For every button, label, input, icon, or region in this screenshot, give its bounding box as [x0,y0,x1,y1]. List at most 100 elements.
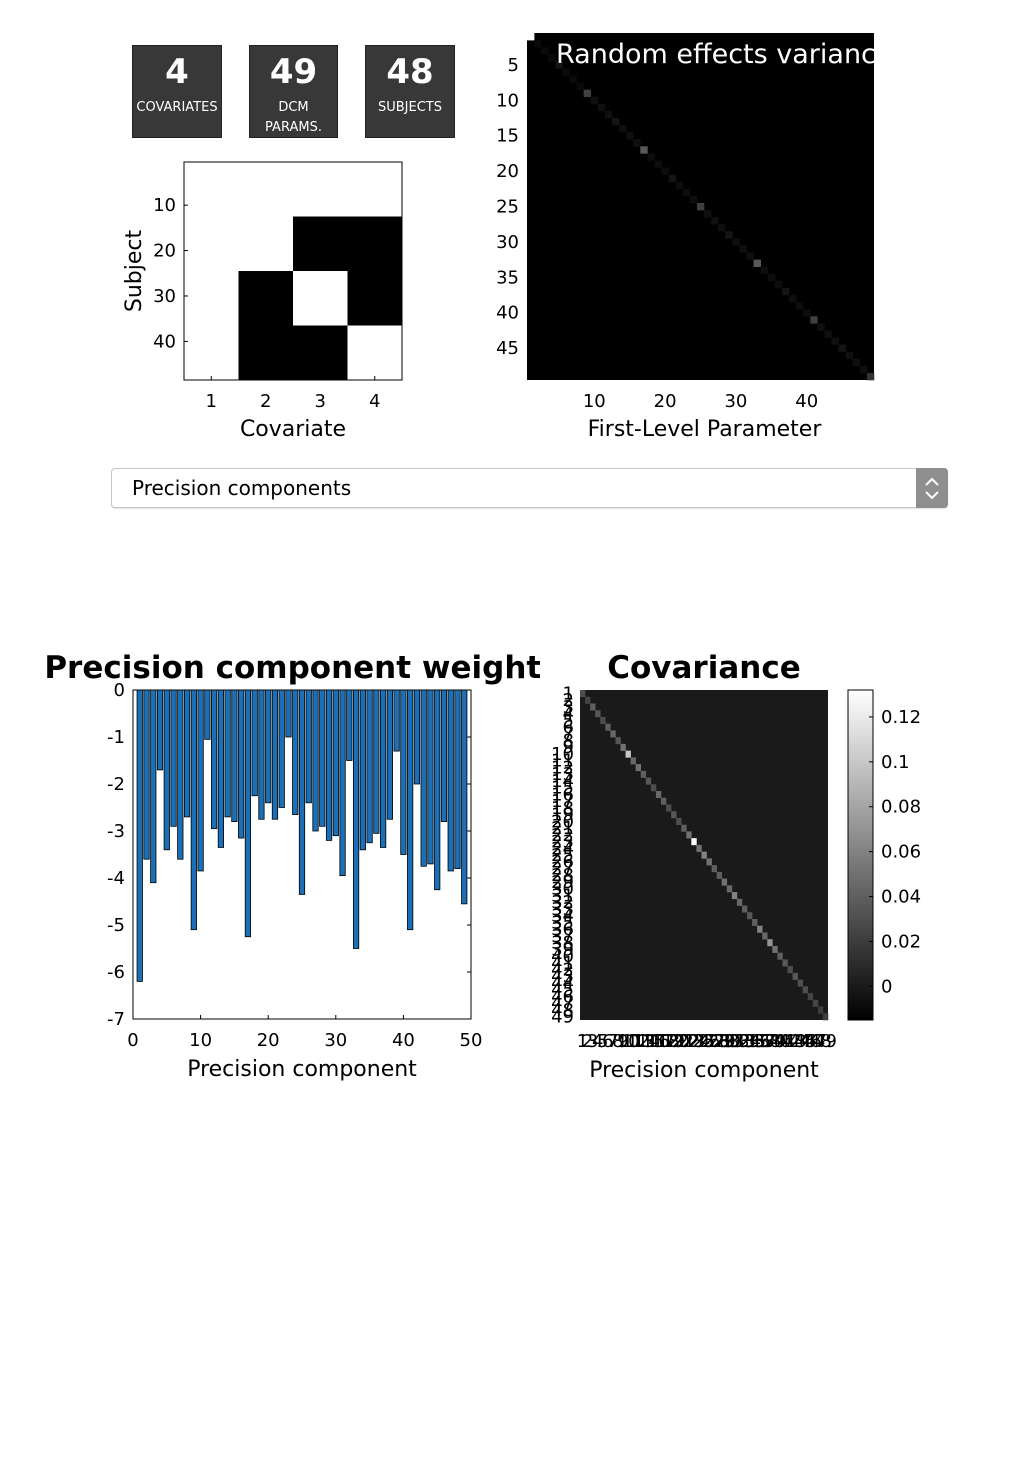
diagonal-cell [595,710,601,718]
x-tick-label: 37 [753,1031,776,1052]
heatmap-cell [238,271,294,326]
x-tick-label: 6 [602,1031,613,1052]
x-tick-label: 8 [612,1031,623,1052]
diagonal-cell [760,266,769,275]
y-tick-label: 9 [563,737,574,758]
bar [461,689,468,905]
x-tick-label: 3 [315,391,326,412]
diagonal-cell [747,912,753,920]
bar [183,689,191,818]
x-tick-label: 27 [703,1031,726,1052]
diagonal-cell [782,959,788,967]
diagonal-cell [661,167,669,175]
x-tick-label: 12 [627,1031,650,1052]
chevron-updown-icon [925,477,939,500]
diagonal-cell [527,33,535,41]
x-tick-label: 20 [654,391,677,412]
diagonal-cell [792,972,798,980]
y-tick-label: 30 [496,232,519,253]
colorbar-tick-label: 0.04 [881,887,921,908]
bar [285,689,292,738]
x-tick-label: 30 [718,1031,741,1052]
x-axis-label: Covariate [240,417,346,442]
heatmap-cell [293,162,348,217]
bar [258,689,265,820]
x-tick-label: 0 [127,1030,138,1051]
diagonal-cell [716,871,723,879]
diagonal-cell [635,764,642,772]
diagonal-cell [611,117,620,126]
dropdown-arrows-icon[interactable] [916,468,948,508]
x-tick-label: 9 [617,1031,628,1052]
y-tick-label: 45 [551,980,574,1001]
stat-value: 48 [386,52,434,92]
diagonal-cell [671,811,677,819]
y-tick-label: 35 [551,912,574,933]
y-tick-label: 34 [551,906,574,927]
bar [251,689,258,797]
diagonal-cell [725,231,733,239]
diagonal-cell [817,1006,824,1014]
diagonal-cell [576,82,584,90]
y-tick-label: 14 [551,771,574,792]
y-tick-label: 27 [551,858,574,879]
diagonal-cell [736,898,743,906]
diagonal-cell [774,280,783,289]
diagonal-cell [625,750,631,758]
diagonal-cell [620,743,626,751]
y-tick-label: -3 [107,821,125,842]
diagonal-cell [746,252,754,260]
heatmap-cell [184,271,239,326]
y-tick-label: 12 [551,757,574,778]
y-tick-label: 8 [563,731,574,752]
diagonal-cell [640,770,647,778]
x-axis-label: Precision component [589,1058,819,1083]
x-tick-label: 42 [779,1031,802,1052]
y-tick-label: 45 [496,338,519,359]
y-tick-label: 5 [563,710,574,731]
heatmap-cell [238,216,294,272]
x-tick-label: 17 [652,1031,675,1052]
heatmap-cell [347,271,403,326]
y-tick-label: 41 [551,953,574,974]
plot-selector-dropdown[interactable]: Precision components [111,468,948,508]
diagonal-cell [845,351,854,360]
bar [204,689,211,740]
diagonal-cell [706,858,712,866]
y-tick-label: 20 [496,161,519,182]
bar [413,689,421,785]
bar [156,689,164,771]
diagonal-cell [630,757,636,765]
diagonal-cell [619,125,627,133]
diagonal-cell [645,777,652,785]
y-tick-label: 7 [563,724,574,745]
diagonal-cell [585,696,591,704]
diagonal-cell [803,309,811,317]
x-tick-label: 7 [607,1031,618,1052]
x-tick-label: 2 [260,391,271,412]
x-tick-label: 35 [743,1031,766,1052]
diagonal-cell [668,174,677,183]
x-tick-label: 16 [647,1031,670,1052]
x-tick-label: 20 [257,1030,280,1051]
bar [150,689,157,884]
diagonal-cell [726,885,733,893]
heatmap-cell [184,216,239,272]
stat-label: DCM PARAMS. [265,100,322,135]
heatmap-cell [293,271,348,326]
x-tick-label: 32 [728,1031,751,1052]
diagonal-cell [739,245,747,253]
y-tick-label: 15 [496,126,519,147]
heatmap-cell [184,162,239,217]
diagonal-cell [807,993,814,1001]
y-tick-label: 35 [496,267,519,288]
y-tick-label: 17 [551,791,574,812]
bar [177,689,184,860]
bar [278,689,285,808]
design-matrix-plot: 1 2 3 4 10 20 30 40 Covariate Subject [122,161,403,442]
diagonal-cell [666,804,672,812]
diagonal-cell [852,358,861,367]
diagonal-cell [600,716,606,724]
diagonal-cell [655,791,662,799]
